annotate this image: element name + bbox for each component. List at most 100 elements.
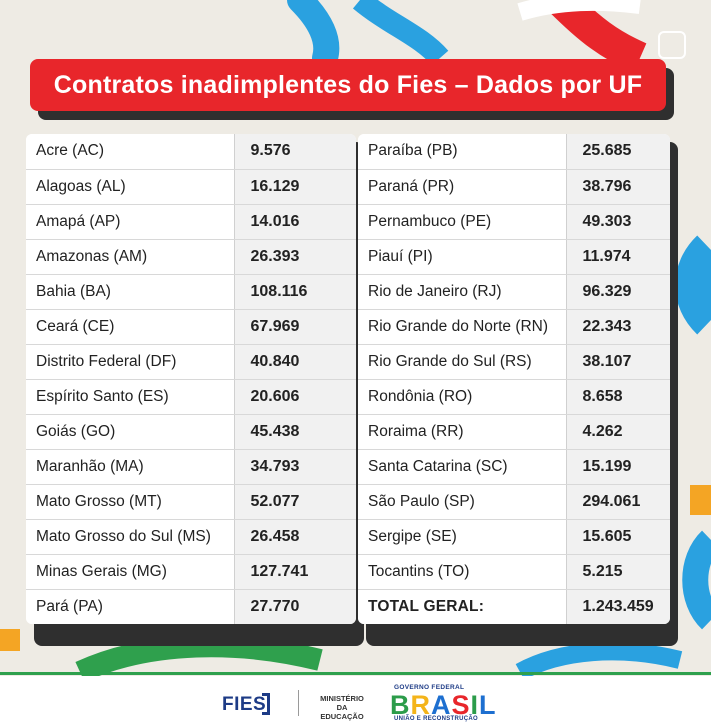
uf-value-cell: 52.077 <box>234 484 356 520</box>
uf-name-cell: Paraná (PR) <box>358 169 567 205</box>
right-uf-table: Paraíba (PB) 25.685 Paraná (PR) 38.796 Perna… <box>358 134 670 624</box>
uf-value-cell: 16.129 <box>234 169 356 205</box>
uf-value-cell: 38.107 <box>566 344 670 380</box>
uf-name-cell: Mato Grosso (MT) <box>26 484 235 520</box>
table-row: Minas Gerais (MG) 127.741 <box>26 554 356 590</box>
uf-name-cell: Minas Gerais (MG) <box>26 554 235 590</box>
brasil-letter: L <box>479 690 497 720</box>
governo-federal-label: GOVERNO FEDERAL <box>394 684 465 691</box>
uf-name-cell: Piauí (PI) <box>358 239 567 275</box>
uf-name-cell: Pará (PA) <box>26 589 235 624</box>
uf-value-cell: 22.343 <box>566 309 670 345</box>
table-row: Santa Catarina (SC) 15.199 <box>358 449 670 485</box>
brasil-logo: BRASIL <box>390 690 497 721</box>
uf-value-cell: 96.329 <box>566 274 670 310</box>
uf-value-cell: 14.016 <box>234 204 356 240</box>
total-value: 1.243.459 <box>566 589 670 624</box>
fies-logo: FIES <box>222 694 267 715</box>
footer <box>0 676 711 723</box>
table-row: Alagoas (AL) 16.129 <box>26 169 356 205</box>
uf-value-cell: 38.796 <box>566 169 670 205</box>
table-row: Goiás (GO) 45.438 <box>26 414 356 450</box>
uf-value-cell: 108.116 <box>234 274 356 310</box>
table-row: Mato Grosso (MT) 52.077 <box>26 484 356 520</box>
total-label: TOTAL GERAL: <box>358 589 567 624</box>
title-banner: Contratos inadimplentes do Fies – Dados … <box>30 59 666 111</box>
uf-name-cell: Goiás (GO) <box>26 414 235 450</box>
ministerio-logo: MINISTÉRIO DA EDUCAÇÃO <box>314 694 370 721</box>
table-row: Pernambuco (PE) 49.303 <box>358 204 670 240</box>
uf-value-cell: 15.199 <box>566 449 670 485</box>
uf-name-cell: Rio de Janeiro (RJ) <box>358 274 567 310</box>
uf-name-cell: Sergipe (SE) <box>358 519 567 555</box>
uf-name-cell: Paraíba (PB) <box>358 134 567 170</box>
table-row: Pará (PA) 27.770 <box>26 589 356 624</box>
uf-value-cell: 34.793 <box>234 449 356 485</box>
brasil-letter: S <box>451 690 471 720</box>
footer-separator <box>298 690 299 716</box>
uf-value-cell: 67.969 <box>234 309 356 345</box>
table-row: Paraíba (PB) 25.685 <box>358 134 670 170</box>
uf-value-cell: 45.438 <box>234 414 356 450</box>
uf-name-cell: Santa Catarina (SC) <box>358 449 567 485</box>
footer-divider <box>0 672 711 675</box>
uniao-reconstrucao-label: UNIÃO E RECONSTRUÇÃO <box>394 716 479 722</box>
uf-value-cell: 8.658 <box>566 379 670 415</box>
page-title: Contratos inadimplentes do Fies – Dados … <box>53 70 643 99</box>
uf-value-cell: 15.605 <box>566 519 670 555</box>
uf-name-cell: Mato Grosso do Sul (MS) <box>26 519 235 555</box>
table-row: Roraima (RR) 4.262 <box>358 414 670 450</box>
uf-name-cell: Rondônia (RO) <box>358 379 567 415</box>
uf-name-cell: São Paulo (SP) <box>358 484 567 520</box>
total-row: TOTAL GERAL: 1.243.459 <box>358 589 670 624</box>
uf-name-cell: Espírito Santo (ES) <box>26 379 235 415</box>
table-row: Amapá (AP) 14.016 <box>26 204 356 240</box>
table-row: Ceará (CE) 67.969 <box>26 309 356 345</box>
brasil-letter: B <box>390 690 411 720</box>
uf-name-cell: Amazonas (AM) <box>26 239 235 275</box>
table-row: Maranhão (MA) 34.793 <box>26 449 356 485</box>
uf-value-cell: 20.606 <box>234 379 356 415</box>
uf-name-cell: Bahia (BA) <box>26 274 235 310</box>
uf-name-cell: Acre (AC) <box>26 134 235 170</box>
uf-value-cell: 40.840 <box>234 344 356 380</box>
uf-name-cell: Rio Grande do Norte (RN) <box>358 309 567 345</box>
uf-name-cell: Alagoas (AL) <box>26 169 235 205</box>
uf-name-cell: Distrito Federal (DF) <box>26 344 235 380</box>
fies-logo-bracket <box>262 693 270 715</box>
uf-value-cell: 9.576 <box>234 134 356 170</box>
uf-value-cell: 5.215 <box>566 554 670 590</box>
uf-value-cell: 127.741 <box>234 554 356 590</box>
table-row: Bahia (BA) 108.116 <box>26 274 356 310</box>
table-row: Espírito Santo (ES) 20.606 <box>26 379 356 415</box>
table-row: Amazonas (AM) 26.393 <box>26 239 356 275</box>
uf-name-cell: Roraima (RR) <box>358 414 567 450</box>
ministerio-line1: MINISTÉRIO DA <box>320 694 364 712</box>
left-uf-table: Acre (AC) 9.576 Alagoas (AL) 16.129 Amapá (A… <box>26 134 356 624</box>
table-row: Acre (AC) 9.576 <box>26 134 356 170</box>
brasil-letter: A <box>431 690 452 720</box>
uf-value-cell: 294.061 <box>566 484 670 520</box>
uf-value-cell: 11.974 <box>566 239 670 275</box>
uf-name-cell: Tocantins (TO) <box>358 554 567 590</box>
brasil-letter: R <box>410 690 431 720</box>
table-row: Rio Grande do Norte (RN) 22.343 <box>358 309 670 345</box>
table-row: Paraná (PR) 38.796 <box>358 169 670 205</box>
table-row: São Paulo (SP) 294.061 <box>358 484 670 520</box>
brasil-letter: I <box>470 690 480 720</box>
uf-name-cell: Rio Grande do Sul (RS) <box>358 344 567 380</box>
uf-value-cell: 25.685 <box>566 134 670 170</box>
uf-value-cell: 26.458 <box>234 519 356 555</box>
table-row: Distrito Federal (DF) 40.840 <box>26 344 356 380</box>
uf-name-cell: Ceará (CE) <box>26 309 235 345</box>
uf-name-cell: Maranhão (MA) <box>26 449 235 485</box>
table-row: Piauí (PI) 11.974 <box>358 239 670 275</box>
uf-value-cell: 49.303 <box>566 204 670 240</box>
table-row: Sergipe (SE) 15.605 <box>358 519 670 555</box>
corner-square-icon <box>658 31 686 59</box>
table-row: Rio de Janeiro (RJ) 96.329 <box>358 274 670 310</box>
table-row: Mato Grosso do Sul (MS) 26.458 <box>26 519 356 555</box>
uf-value-cell: 26.393 <box>234 239 356 275</box>
table-row: Rio Grande do Sul (RS) 38.107 <box>358 344 670 380</box>
